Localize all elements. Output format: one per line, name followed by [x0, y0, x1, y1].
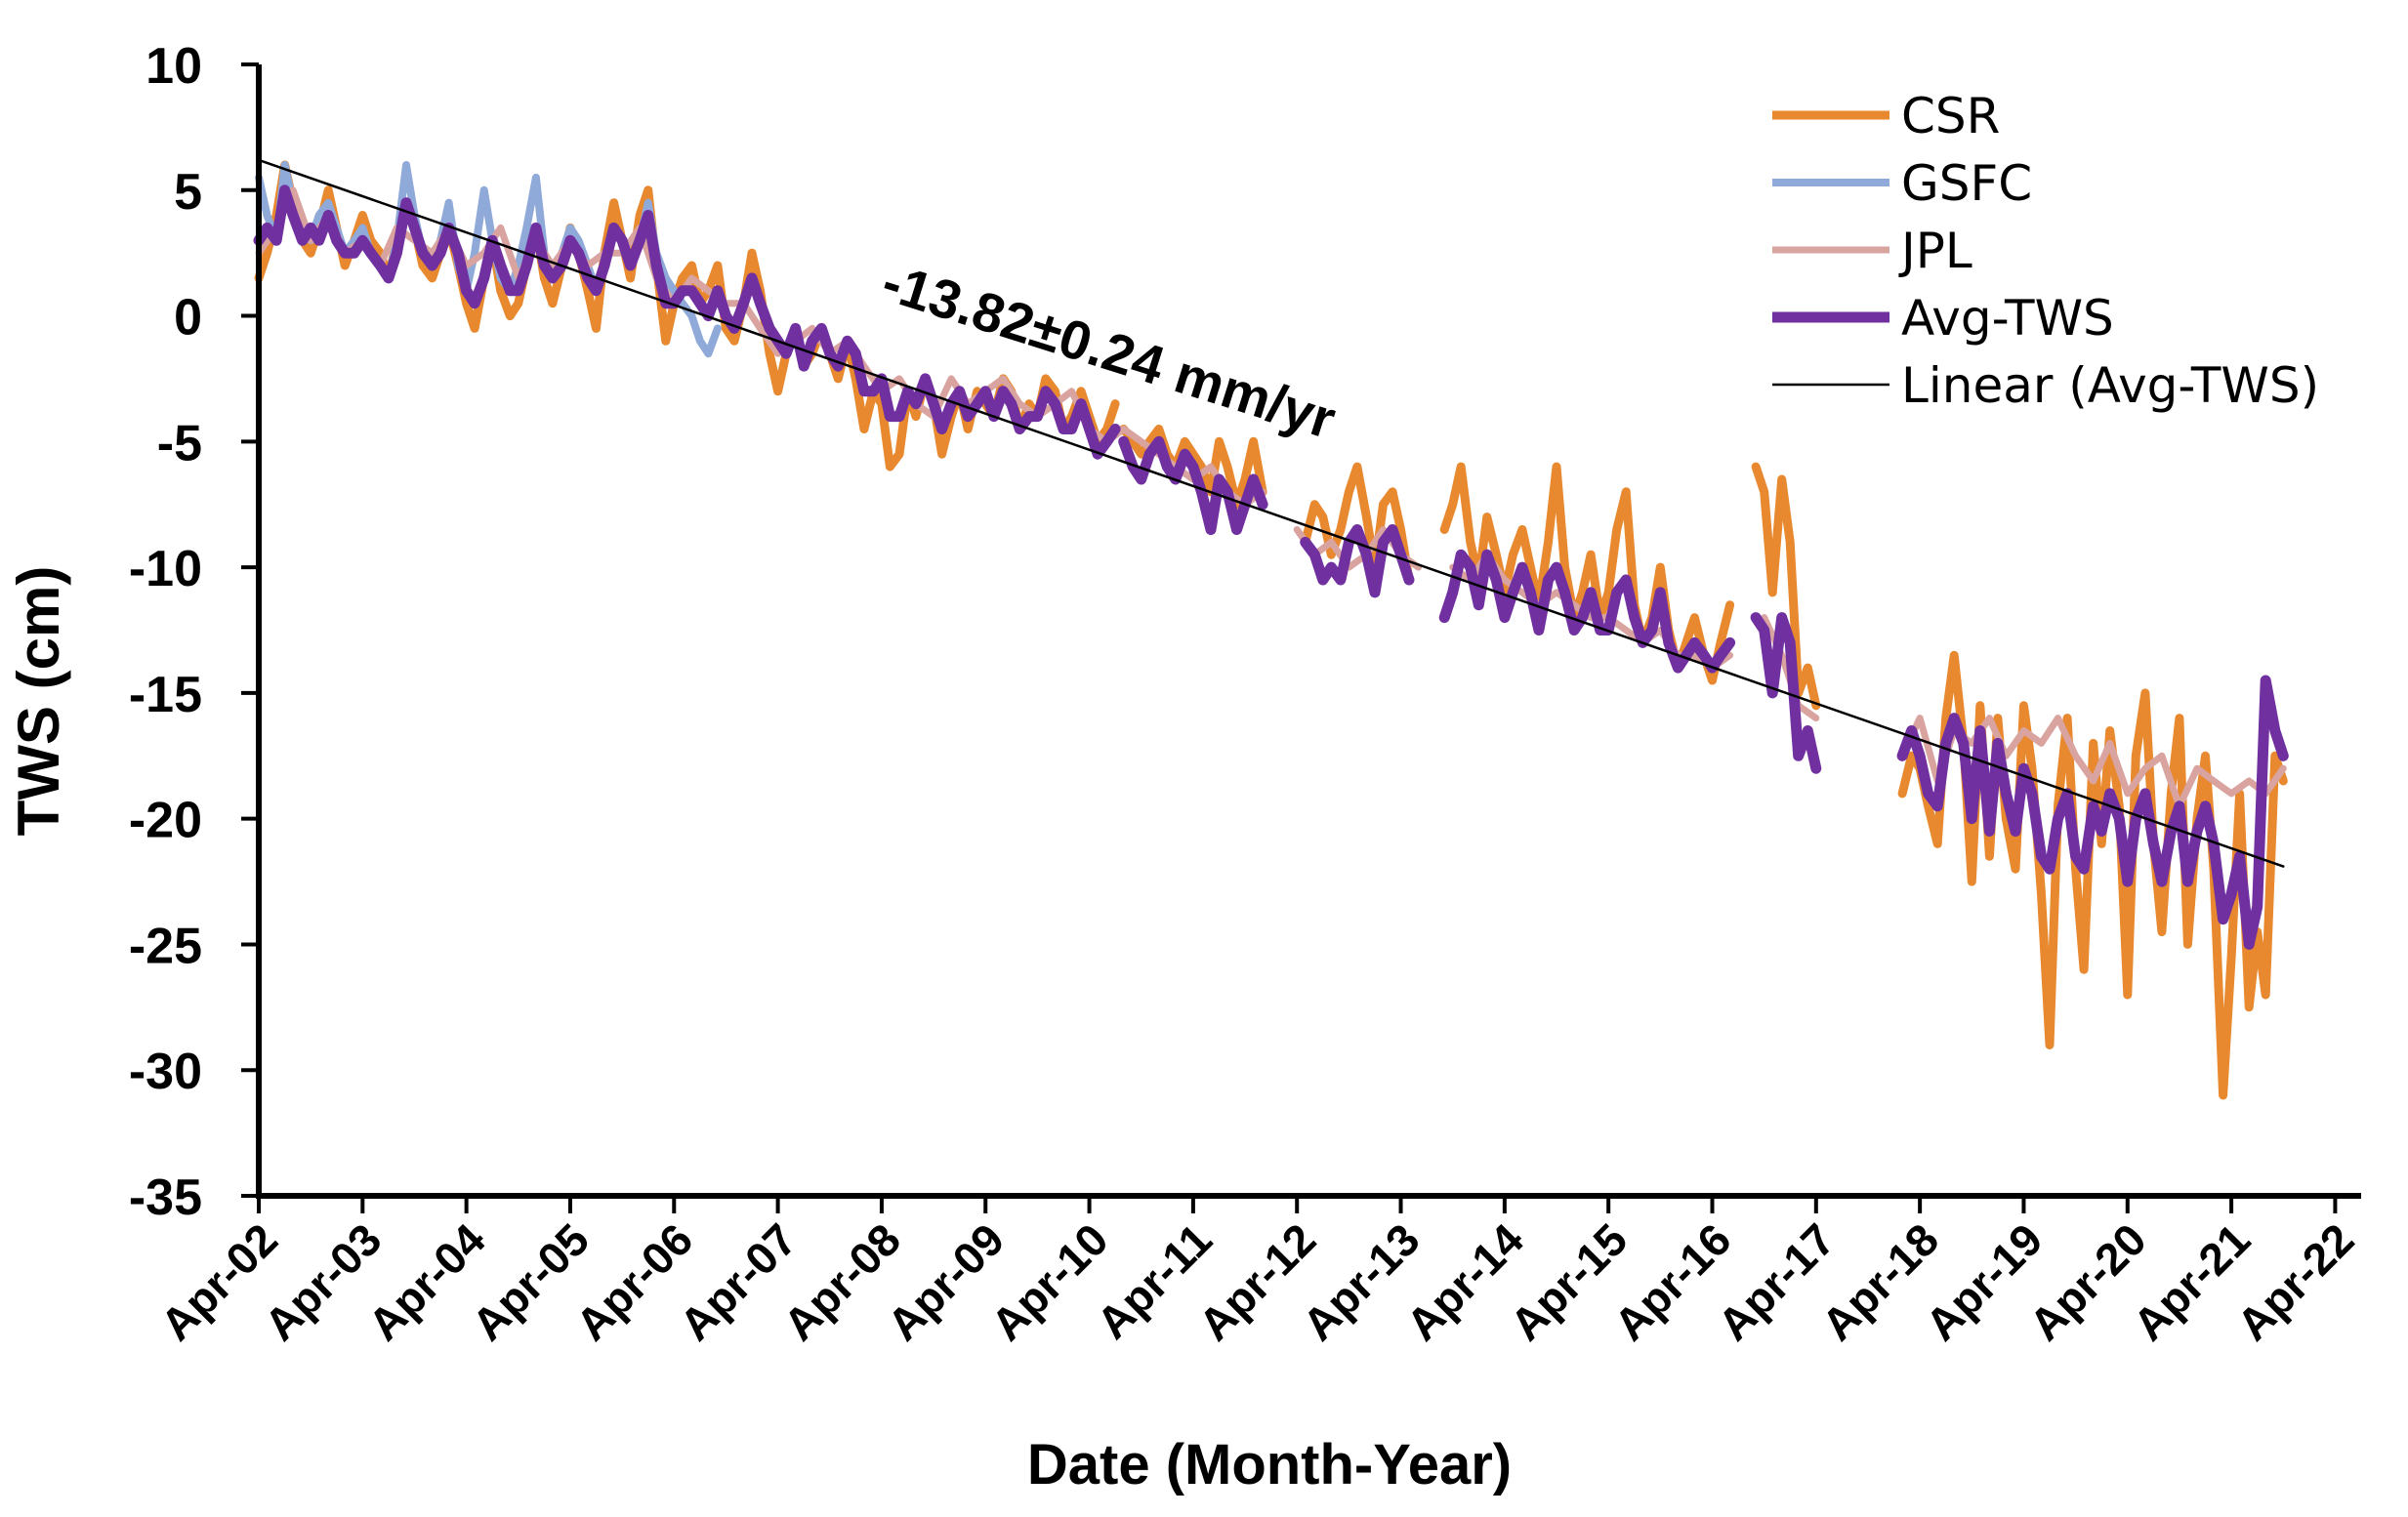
legend-label-gsfc: GSFC: [1901, 155, 2032, 212]
plot-series: [253, 158, 2289, 1100]
y-tick-label: -35: [129, 1169, 202, 1226]
legend-label-csr: CSR: [1901, 88, 2000, 144]
y-tick-label: -15: [129, 667, 202, 723]
series-avg-tws-segment-2: [1300, 524, 1415, 598]
legend-label-avg-tws: Avg-TWS: [1901, 290, 2114, 347]
legend-label-jpl: JPL: [1898, 223, 1972, 279]
y-tick-label: -30: [129, 1044, 202, 1100]
series-csr-segment-4: [1751, 462, 1821, 711]
series-avg-tws-segment-3: [1438, 549, 1736, 674]
legend-label-linear-avg-tws: Linear (Avg-TWS): [1901, 357, 2319, 414]
y-tick-label: 10: [145, 38, 202, 95]
series-avg-tws-segment-1: [1118, 435, 1268, 535]
x-axis-title: Date (Month-Year): [1027, 1433, 1512, 1496]
y-tick-label: -25: [129, 918, 202, 974]
y-tick-label: 0: [174, 290, 202, 347]
series-avg-tws-segment-4: [1750, 612, 1822, 774]
y-ticks: 10 5 0 -5 -10 -15 -20 -25 -30 -35: [129, 38, 259, 1226]
plot-axes: [256, 64, 2361, 1199]
y-tick-label: 5: [174, 164, 202, 221]
legend: CSR GSFC JPL Avg-TWS Linear (Avg-TWS): [1772, 88, 2319, 414]
series-linear-avg-tws-segment-0: [257, 158, 2285, 868]
series-avg-tws-segment-5: [1896, 675, 2289, 950]
y-tick-label: -5: [157, 415, 202, 472]
y-tick-label: -10: [129, 541, 202, 597]
y-tick-label: -20: [129, 793, 202, 849]
series-csr-segment-2: [1301, 462, 1414, 585]
y-axis-title: TWS (cm): [6, 566, 71, 837]
